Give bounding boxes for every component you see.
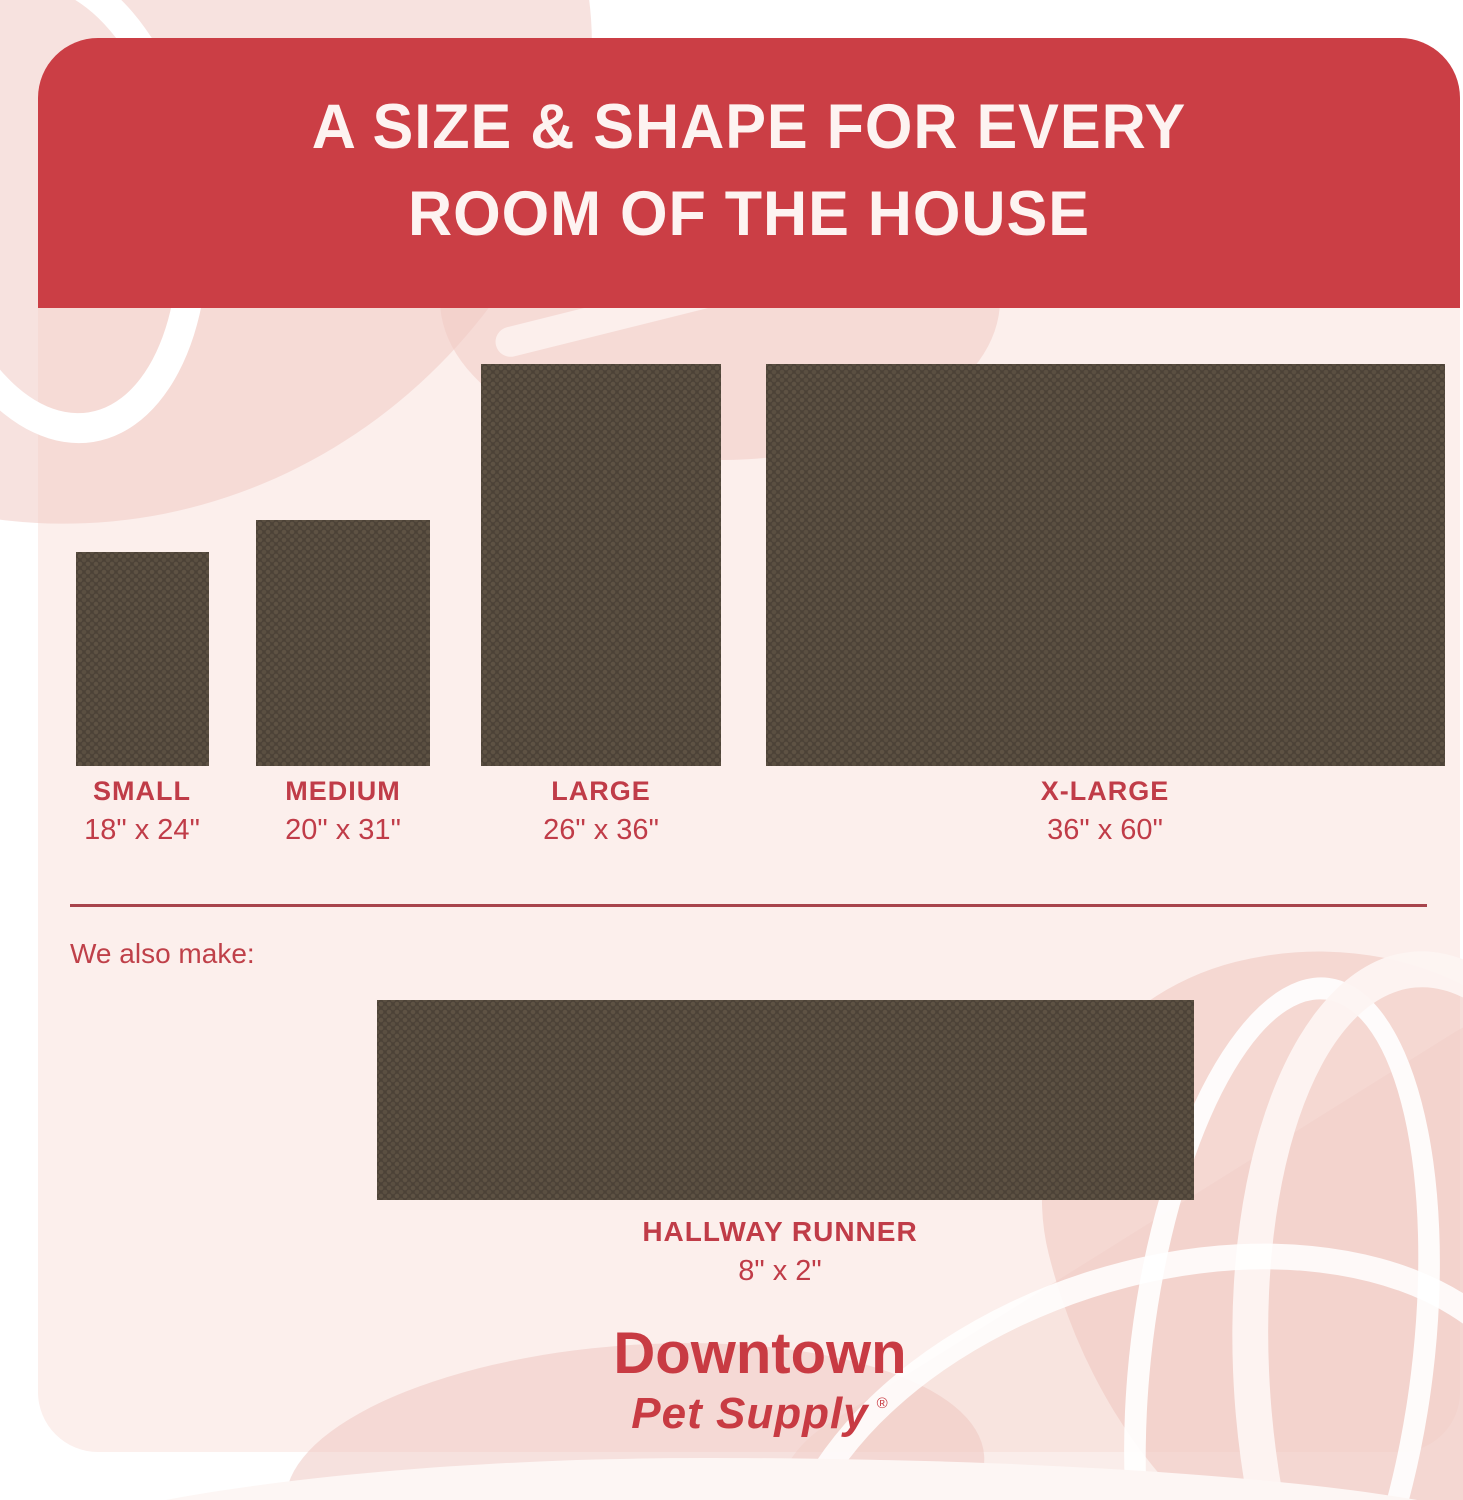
wave-decoration-bottom-edge	[0, 1458, 1463, 1500]
size-dimensions: 36" x 60"	[1047, 814, 1163, 846]
size-name: LARGE	[551, 776, 651, 806]
brand-logo: Downtown Pet Supply ®	[510, 1320, 1010, 1439]
registered-trademark-mark: ®	[876, 1395, 889, 1412]
size-label-medium: MEDIUM 20" x 31"	[223, 776, 463, 847]
rug-swatch-small	[76, 552, 209, 766]
size-dimensions: 26" x 36"	[543, 814, 659, 846]
rug-swatch-large	[481, 364, 721, 766]
page-title-line2: ROOM OF THE HOUSE	[408, 179, 1090, 249]
size-dimensions: 18" x 24"	[84, 814, 200, 846]
also-make-label: We also make:	[70, 938, 255, 969]
brand-subname: Pet Supply ®	[510, 1389, 1010, 1439]
rug-swatch-medium	[256, 520, 430, 766]
section-divider	[70, 904, 1427, 907]
size-dimensions: 8" x 2"	[738, 1255, 822, 1287]
brand-name: Downtown	[613, 1321, 907, 1386]
size-label-xlarge: X-LARGE 36" x 60"	[985, 776, 1225, 847]
size-label-small: SMALL 18" x 24"	[22, 776, 262, 847]
brand-subname-text: Pet Supply	[631, 1389, 869, 1438]
rug-swatch-hallway-runner	[377, 1000, 1194, 1200]
size-name: X-LARGE	[1040, 776, 1170, 806]
size-label-hallway-runner: HALLWAY RUNNER 8" x 2"	[560, 1216, 1000, 1288]
page-title-line1: A SIZE & SHAPE FOR EVERY	[311, 92, 1187, 162]
size-name: MEDIUM	[285, 776, 401, 806]
rug-swatch-xlarge	[766, 364, 1445, 766]
size-dimensions: 20" x 31"	[285, 814, 401, 846]
header-banner: A SIZE & SHAPE FOR EVERY ROOM OF THE HOU…	[38, 38, 1460, 308]
size-name: HALLWAY RUNNER	[642, 1216, 918, 1247]
size-label-large: LARGE 26" x 36"	[481, 776, 721, 847]
size-name: SMALL	[93, 776, 191, 806]
page-title: A SIZE & SHAPE FOR EVERY ROOM OF THE HOU…	[59, 84, 1438, 258]
